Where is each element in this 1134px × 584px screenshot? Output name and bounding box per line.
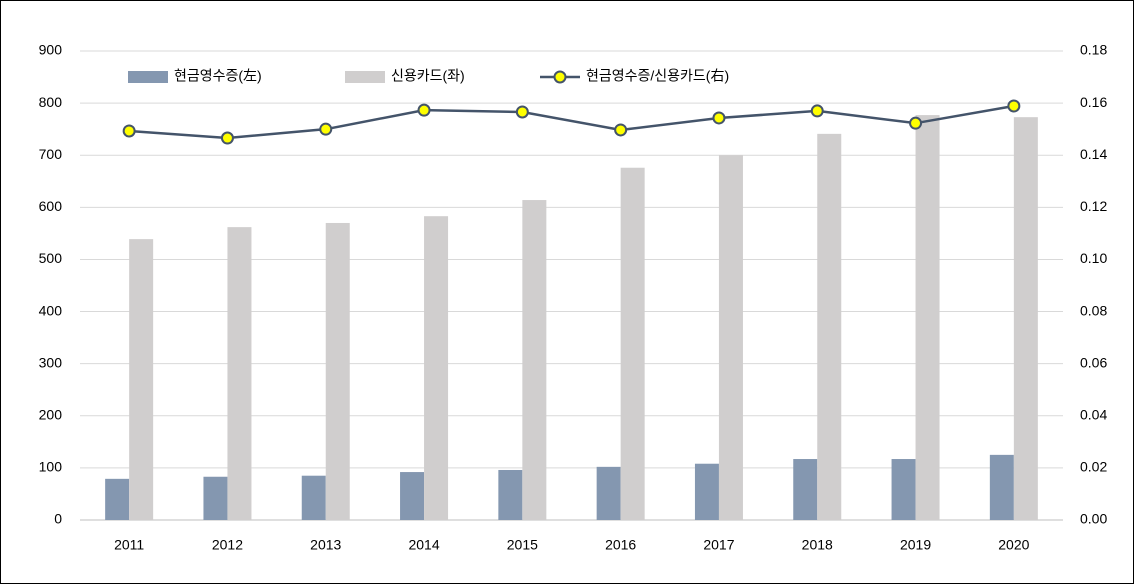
legend-swatch <box>128 71 168 83</box>
y-tick-label: 900 <box>39 42 63 58</box>
x-tick-label: 2012 <box>212 537 243 553</box>
y-tick-label: 500 <box>39 250 63 266</box>
bar <box>105 478 130 520</box>
y-tick-label: 0 <box>54 511 62 527</box>
line <box>129 104 1015 140</box>
marker <box>220 131 234 145</box>
bar <box>325 222 350 520</box>
marker <box>122 124 136 138</box>
legend-label: 현금영수증(左) <box>174 68 262 84</box>
y-tick-label: 200 <box>39 406 63 422</box>
y2-tick-label: 0.10 <box>1080 250 1107 266</box>
marker <box>515 105 529 119</box>
marker <box>712 111 726 125</box>
marker <box>909 116 923 130</box>
x-tick-label: 2019 <box>900 537 931 553</box>
y2-tick-label: 0.06 <box>1080 354 1107 370</box>
x-tick-label: 2015 <box>507 537 538 553</box>
x-tick-label: 2018 <box>802 537 833 553</box>
bar <box>989 454 1014 520</box>
marker <box>417 103 431 117</box>
y2-tick-label: 0.00 <box>1080 511 1107 527</box>
bar <box>498 469 523 520</box>
bar <box>301 475 326 520</box>
bar <box>793 459 818 520</box>
x-tick-label: 2014 <box>408 537 439 553</box>
y-tick-label: 400 <box>39 302 63 318</box>
marker <box>1007 99 1021 113</box>
bar <box>400 472 425 520</box>
bar <box>817 133 842 520</box>
y2-tick-label: 0.18 <box>1080 42 1107 58</box>
y2-tick-label: 0.04 <box>1080 406 1107 422</box>
x-tick-label: 2017 <box>703 537 734 553</box>
bar <box>718 155 743 520</box>
legend-swatch <box>345 71 385 83</box>
bar <box>596 466 621 520</box>
y2-tick-label: 0.16 <box>1080 94 1107 110</box>
y-tick-label: 100 <box>39 459 63 475</box>
x-tick-label: 2011 <box>114 537 144 553</box>
y2-tick-label: 0.02 <box>1080 459 1107 475</box>
y-tick-label: 800 <box>39 94 63 110</box>
bar <box>694 463 719 520</box>
bar <box>522 200 547 520</box>
bar <box>129 239 154 521</box>
legend-marker <box>553 70 567 84</box>
bar <box>620 167 645 520</box>
y-tick-label: 600 <box>39 198 63 214</box>
bar <box>915 115 940 520</box>
y-tick-label: 300 <box>39 354 63 370</box>
bar <box>891 459 916 520</box>
x-tick-label: 2020 <box>998 537 1029 553</box>
y2-tick-label: 0.08 <box>1080 302 1107 318</box>
legend-label: 현금영수증/신용카드(右) <box>586 68 729 84</box>
bar <box>227 227 252 520</box>
marker <box>614 123 628 137</box>
legend-label: 신용카드(좌) <box>391 68 465 84</box>
x-tick-label: 2013 <box>310 537 341 553</box>
marker <box>319 122 333 136</box>
y2-tick-label: 0.14 <box>1080 146 1107 162</box>
y-tick-label: 700 <box>39 146 63 162</box>
bar <box>424 216 449 521</box>
bar <box>1013 117 1038 520</box>
y2-tick-label: 0.12 <box>1080 198 1107 214</box>
bar <box>203 476 228 520</box>
x-tick-label: 2016 <box>605 537 636 553</box>
marker <box>810 104 824 118</box>
